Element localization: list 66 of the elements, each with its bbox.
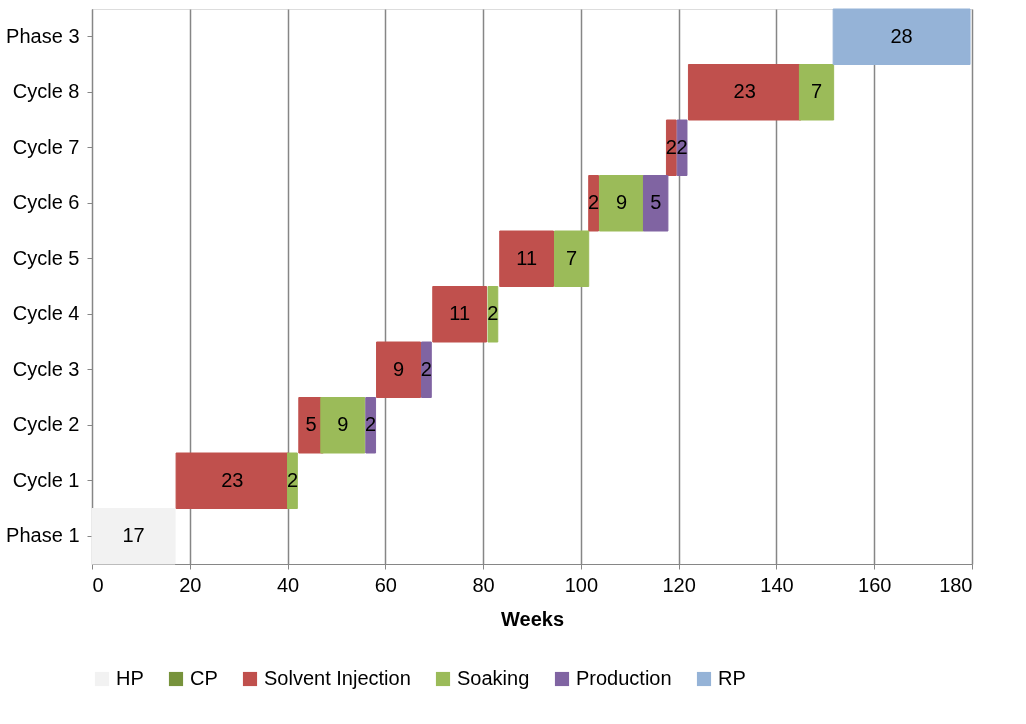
y-tick-label: Cycle 1 <box>12 468 80 491</box>
x-tick-label: 80 <box>472 573 495 596</box>
y-tick-label: Cycle 2 <box>12 413 80 436</box>
x-tick-label: 20 <box>179 573 202 596</box>
legend-label: CP <box>190 667 218 689</box>
data-label: 9 <box>615 191 628 214</box>
data-label: 2 <box>665 135 677 158</box>
data-label: 23 <box>733 80 756 103</box>
bar <box>798 64 835 121</box>
legend-label: Solvent Injection <box>264 667 411 689</box>
bar <box>687 64 802 121</box>
data-label: 2 <box>420 357 432 380</box>
x-tick-label: 120 <box>662 573 696 596</box>
data-label: 9 <box>337 413 349 436</box>
x-tick-label: 40 <box>276 573 300 596</box>
data-label: 7 <box>566 246 578 269</box>
data-label: 7 <box>810 80 823 103</box>
y-tick-label: Cycle 4 <box>12 302 80 325</box>
bar <box>676 119 688 176</box>
bar <box>432 286 488 343</box>
bar <box>365 397 377 454</box>
bar <box>91 508 176 565</box>
x-axis-title: Weeks <box>500 607 565 630</box>
legend-label: Soaking <box>457 667 530 689</box>
x-tick-label: 140 <box>760 573 794 596</box>
y-tick-label: Phase 3 <box>6 24 80 47</box>
bar <box>175 452 290 509</box>
data-label: 11 <box>449 302 471 325</box>
data-label: 9 <box>392 357 405 380</box>
bar <box>588 175 599 232</box>
x-tick-label: 60 <box>374 573 397 596</box>
bar <box>832 8 971 65</box>
bar <box>598 175 644 232</box>
y-tick-label: Cycle 7 <box>12 135 80 158</box>
x-tick-label: 180 <box>939 573 973 596</box>
legend-label: RP <box>718 667 746 689</box>
data-label: 5 <box>650 191 662 214</box>
bar <box>642 175 669 232</box>
y-tick-label: Phase 1 <box>6 524 80 547</box>
bar <box>487 286 499 343</box>
bar <box>665 119 677 176</box>
x-tick-label: 100 <box>564 573 599 596</box>
data-label: 2 <box>487 302 499 325</box>
bar <box>376 341 422 398</box>
bar <box>421 341 432 398</box>
bar <box>287 452 298 509</box>
bar <box>320 397 366 454</box>
y-tick-label: Cycle 3 <box>12 357 80 380</box>
y-tick-label: Cycle 8 <box>12 80 80 103</box>
legend-label: Production <box>576 667 672 689</box>
bar <box>553 230 590 287</box>
legend-label: HP <box>116 667 144 689</box>
data-label: 11 <box>516 246 538 269</box>
data-label: 23 <box>221 468 244 491</box>
data-label: 17 <box>122 524 145 547</box>
data-label: 2 <box>676 135 688 158</box>
x-tick-label: 0 <box>92 573 104 596</box>
data-label: 2 <box>365 413 377 436</box>
x-tick-label: 160 <box>858 573 892 596</box>
data-label: 28 <box>890 24 913 47</box>
data-label: 2 <box>588 191 600 214</box>
data-label: 2 <box>286 468 299 491</box>
y-tick-label: Cycle 6 <box>12 191 80 214</box>
data-label: 5 <box>305 413 317 436</box>
bar <box>499 230 555 287</box>
y-tick-label: Cycle 5 <box>12 246 80 269</box>
